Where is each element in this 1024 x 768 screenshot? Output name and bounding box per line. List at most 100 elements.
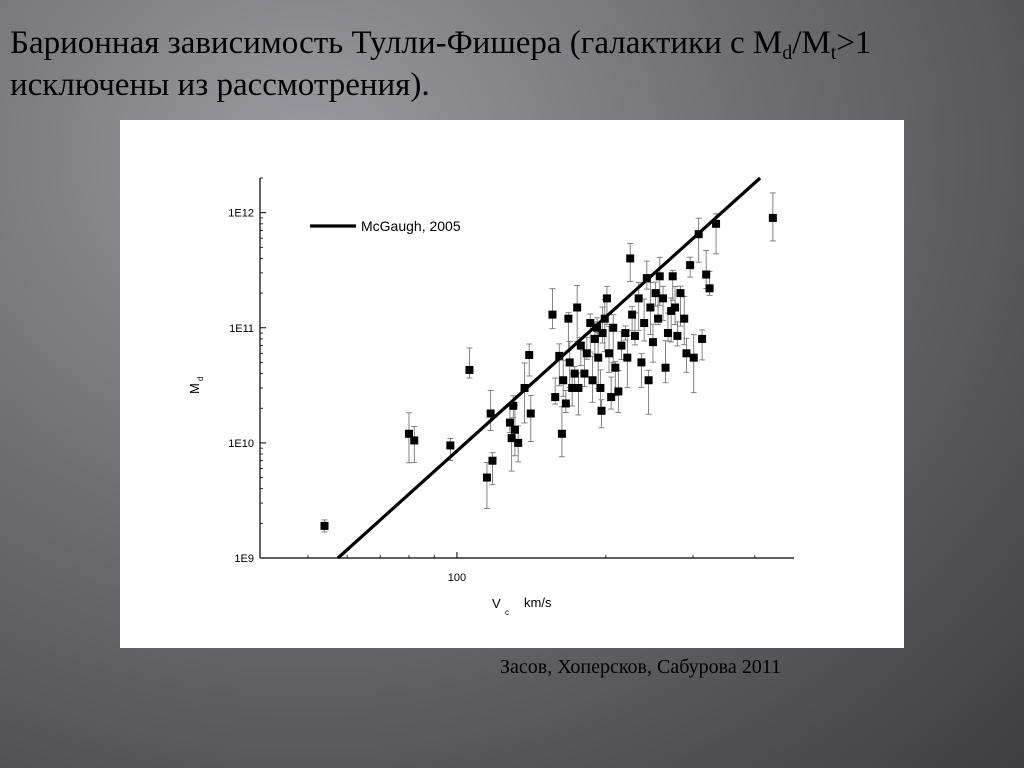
data-point [648, 338, 657, 347]
data-point [510, 425, 519, 434]
data-point [465, 365, 474, 374]
data-point [671, 303, 680, 312]
data-point [768, 213, 777, 222]
title-text-1: Барионная зависимость Тулли-Фишера (гала… [10, 25, 783, 61]
data-point [488, 456, 497, 465]
data-point [642, 274, 651, 283]
data-point [526, 409, 535, 418]
data-point [689, 353, 698, 362]
data-point [600, 314, 609, 323]
data-point [588, 376, 597, 385]
chart-svg: 1E9 1E10 1E11 1E12 100 Vc km/s Md McGaugh, 2005 [187, 176, 794, 617]
data-point [320, 521, 329, 530]
data-point [614, 387, 623, 396]
data-point [609, 323, 618, 332]
data-point [646, 303, 655, 312]
y-axis-label-sub: d [196, 377, 205, 381]
data-point [580, 369, 589, 378]
title-slash: /M [792, 25, 831, 61]
data-point [705, 284, 714, 293]
data-point [661, 363, 670, 372]
legend: McGaugh, 2005 [310, 218, 461, 234]
data-point [582, 349, 591, 358]
data-point [663, 329, 672, 338]
data-point [404, 429, 413, 438]
data-point [673, 331, 682, 340]
data-point [644, 376, 653, 385]
data-point [611, 363, 620, 372]
x-axis-label-sub: c [505, 608, 509, 617]
data-point [630, 331, 639, 340]
data-point [668, 272, 677, 281]
data-point [607, 393, 616, 402]
data-point [623, 353, 632, 362]
data-point [555, 351, 564, 360]
data-point [564, 314, 573, 323]
data-point [509, 401, 518, 410]
y-tick-label: 1E12 [228, 208, 254, 220]
data-point [525, 351, 534, 360]
slide-title: Барионная зависимость Тулли-Фишера (гала… [10, 22, 1010, 106]
data-point [682, 349, 691, 358]
y-axis-label: M [187, 383, 202, 394]
scatter-points [320, 213, 777, 530]
axis-labels: 1E9 1E10 1E11 1E12 100 Vc km/s Md [187, 208, 552, 617]
data-point [621, 329, 630, 338]
y-tick-label: 1E11 [229, 323, 254, 335]
data-point [590, 334, 599, 343]
data-point [514, 438, 523, 447]
data-point [602, 294, 611, 303]
data-point [410, 436, 419, 445]
data-point [640, 319, 649, 328]
data-point [507, 434, 516, 443]
data-point [659, 294, 668, 303]
chart-axes [259, 177, 794, 559]
data-point [574, 383, 583, 392]
title-text-2: >1 исключены из рассмотрения). [10, 25, 872, 103]
mcgaugh-fit-line [336, 176, 762, 560]
data-point [686, 261, 695, 270]
title-subscript-t: t [830, 42, 837, 64]
figure-caption: Засов, Хоперсков, Сабурова 2011 [500, 656, 781, 678]
data-point [637, 358, 646, 367]
data-point [676, 289, 685, 298]
data-point [617, 341, 626, 350]
data-point [654, 314, 663, 323]
data-point [680, 314, 689, 323]
data-point [597, 406, 606, 415]
data-point [702, 270, 711, 279]
data-point [712, 219, 721, 228]
data-point [694, 230, 703, 239]
y-tick-label: 1E9 [234, 553, 254, 565]
data-point [634, 294, 643, 303]
data-point [559, 376, 568, 385]
data-point [561, 399, 570, 408]
y-tick-label: 1E10 [228, 438, 254, 450]
data-point [651, 289, 660, 298]
data-point [482, 473, 491, 482]
x-axis-unit: km/s [524, 595, 552, 610]
data-point [605, 349, 614, 358]
data-point [594, 353, 603, 362]
data-point [596, 383, 605, 392]
fit-line-group [336, 176, 762, 560]
title-subscript-d: d [782, 42, 793, 64]
data-point [586, 319, 595, 328]
error-bars [321, 192, 776, 533]
data-point [565, 358, 574, 367]
data-point [628, 310, 637, 319]
data-point [568, 383, 577, 392]
x-tick-label: 100 [448, 572, 466, 584]
legend-label: McGaugh, 2005 [361, 218, 461, 234]
data-point [593, 323, 602, 332]
data-point [576, 341, 585, 350]
data-point [505, 418, 514, 427]
data-point [570, 369, 579, 378]
data-point [626, 254, 635, 263]
data-point [655, 272, 664, 281]
data-point [598, 329, 607, 338]
data-point [520, 383, 529, 392]
x-axis-label: V [492, 596, 501, 611]
data-point [573, 303, 582, 312]
